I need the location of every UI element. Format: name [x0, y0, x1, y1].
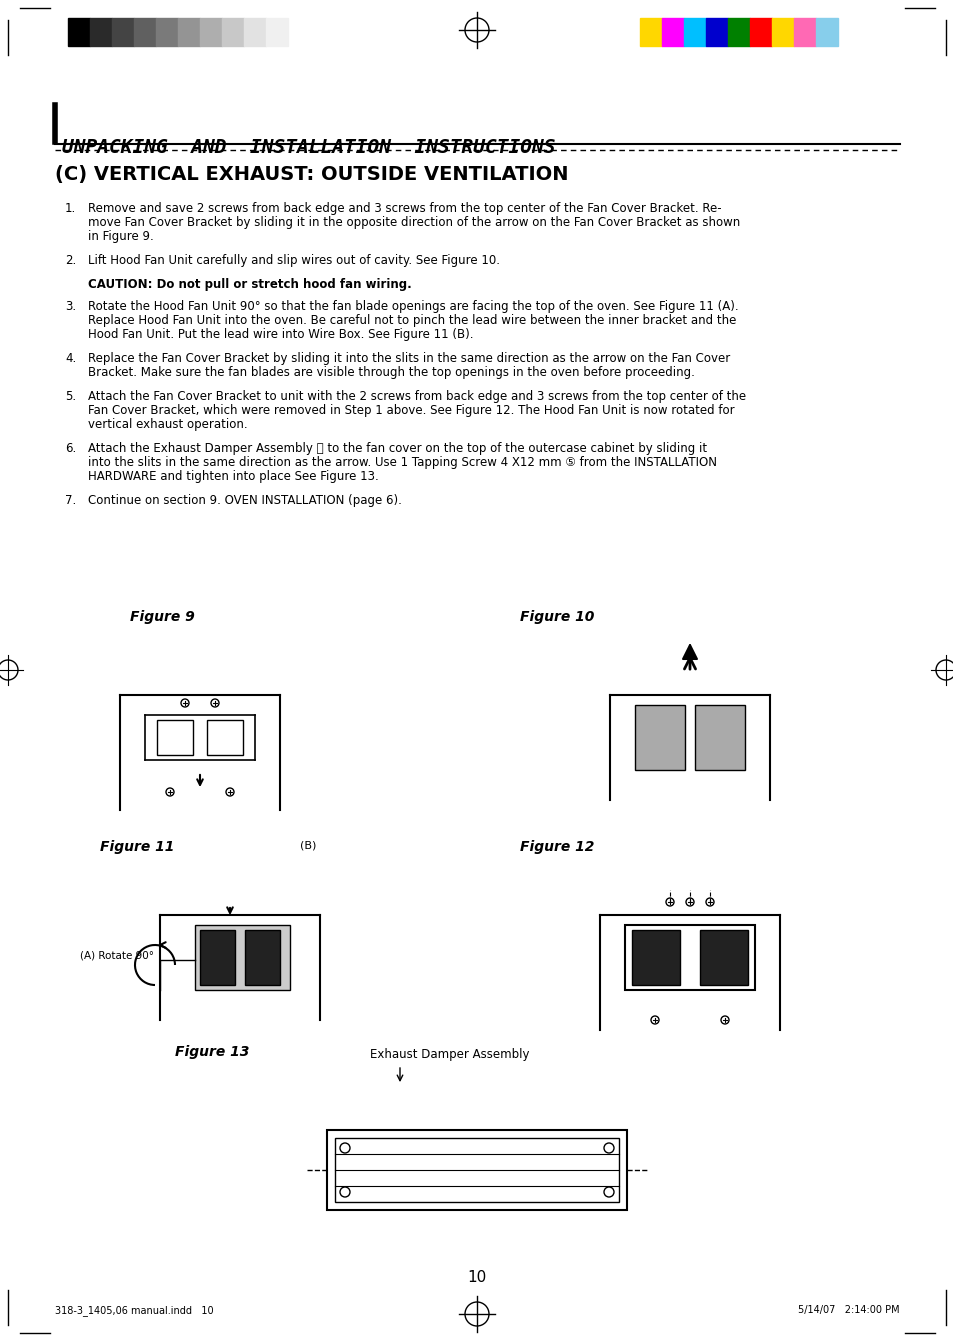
FancyBboxPatch shape — [200, 931, 234, 986]
Text: Figure 12: Figure 12 — [519, 839, 594, 854]
Text: Replace Hood Fan Unit into the oven. Be careful not to pinch the lead wire betwe: Replace Hood Fan Unit into the oven. Be … — [88, 314, 736, 327]
Text: HARDWARE and tighten into place See Figure 13.: HARDWARE and tighten into place See Figu… — [88, 469, 378, 483]
Text: 4.: 4. — [65, 351, 76, 365]
Text: Lift Hood Fan Unit carefully and slip wires out of cavity. See Figure 10.: Lift Hood Fan Unit carefully and slip wi… — [88, 253, 499, 267]
Bar — [222, 17, 244, 46]
Bar — [156, 17, 178, 46]
Text: (A) Rotate 90°: (A) Rotate 90° — [80, 949, 153, 960]
Text: Attach the Exhaust Damper Assembly ⓖ to the fan cover on the top of the outercas: Attach the Exhaust Damper Assembly ⓖ to … — [88, 443, 706, 455]
FancyBboxPatch shape — [194, 925, 290, 990]
Bar — [200, 17, 222, 46]
Bar — [266, 17, 288, 46]
Text: 7.: 7. — [65, 493, 76, 507]
Text: Fan Cover Bracket, which were removed in Step 1 above. See Figure 12. The Hood F: Fan Cover Bracket, which were removed in… — [88, 404, 734, 417]
Text: in Figure 9.: in Figure 9. — [88, 231, 153, 243]
Bar — [661, 17, 683, 46]
Text: 2.: 2. — [65, 253, 76, 267]
Text: Figure 9: Figure 9 — [130, 610, 194, 624]
Text: CAUTION: Do not pull or stretch hood fan wiring.: CAUTION: Do not pull or stretch hood fan… — [88, 278, 412, 291]
Bar — [112, 17, 133, 46]
Text: Figure 13: Figure 13 — [174, 1045, 249, 1059]
Bar — [244, 17, 266, 46]
Text: (B): (B) — [299, 839, 316, 850]
Bar — [133, 17, 156, 46]
Bar — [749, 17, 771, 46]
Text: Replace the Fan Cover Bracket by sliding it into the slits in the same direction: Replace the Fan Cover Bracket by sliding… — [88, 351, 729, 365]
Bar — [815, 17, 837, 46]
Text: Figure 10: Figure 10 — [519, 610, 594, 624]
Bar — [178, 17, 200, 46]
Text: 5/14/07   2:14:00 PM: 5/14/07 2:14:00 PM — [798, 1305, 899, 1316]
Bar — [68, 17, 90, 46]
Text: 318-3_1405,06 manual.indd   10: 318-3_1405,06 manual.indd 10 — [55, 1305, 213, 1316]
Text: vertical exhaust operation.: vertical exhaust operation. — [88, 418, 248, 430]
FancyBboxPatch shape — [695, 705, 744, 770]
Bar — [683, 17, 705, 46]
Text: UNPACKING  AND  INSTALLATION  INSTRUCTIONS: UNPACKING AND INSTALLATION INSTRUCTIONS — [62, 138, 555, 157]
Text: 3.: 3. — [65, 300, 76, 312]
Bar — [639, 17, 661, 46]
Bar — [90, 17, 112, 46]
Text: into the slits in the same direction as the arrow. Use 1 Tapping Screw 4 X12 mm : into the slits in the same direction as … — [88, 456, 717, 469]
Text: Bracket. Make sure the fan blades are visible through the top openings in the ov: Bracket. Make sure the fan blades are vi… — [88, 366, 694, 380]
Bar — [771, 17, 793, 46]
Text: Hood Fan Unit. Put the lead wire into Wire Box. See Figure 11 (B).: Hood Fan Unit. Put the lead wire into Wi… — [88, 329, 473, 341]
Text: Exhaust Damper Assembly: Exhaust Damper Assembly — [370, 1049, 529, 1061]
Text: Rotate the Hood Fan Unit 90° so that the fan blade openings are facing the top o: Rotate the Hood Fan Unit 90° so that the… — [88, 300, 738, 312]
Text: Continue on section 9. OVEN INSTALLATION (page 6).: Continue on section 9. OVEN INSTALLATION… — [88, 493, 401, 507]
Text: 1.: 1. — [65, 202, 76, 215]
FancyBboxPatch shape — [631, 931, 679, 986]
Text: Attach the Fan Cover Bracket to unit with the 2 screws from back edge and 3 scre: Attach the Fan Cover Bracket to unit wit… — [88, 390, 745, 404]
Text: Remove and save 2 screws from back edge and 3 screws from the top center of the : Remove and save 2 screws from back edge … — [88, 202, 720, 215]
Text: 10: 10 — [467, 1270, 486, 1285]
FancyBboxPatch shape — [700, 931, 747, 986]
Text: (C) VERTICAL EXHAUST: OUTSIDE VENTILATION: (C) VERTICAL EXHAUST: OUTSIDE VENTILATIO… — [55, 165, 568, 184]
FancyBboxPatch shape — [245, 931, 280, 986]
Bar — [793, 17, 815, 46]
Text: Figure 11: Figure 11 — [100, 839, 174, 854]
Text: 5.: 5. — [65, 390, 76, 404]
Text: move Fan Cover Bracket by sliding it in the opposite direction of the arrow on t: move Fan Cover Bracket by sliding it in … — [88, 216, 740, 229]
Bar — [705, 17, 727, 46]
Bar — [727, 17, 749, 46]
FancyBboxPatch shape — [635, 705, 684, 770]
Text: 6.: 6. — [65, 443, 76, 455]
